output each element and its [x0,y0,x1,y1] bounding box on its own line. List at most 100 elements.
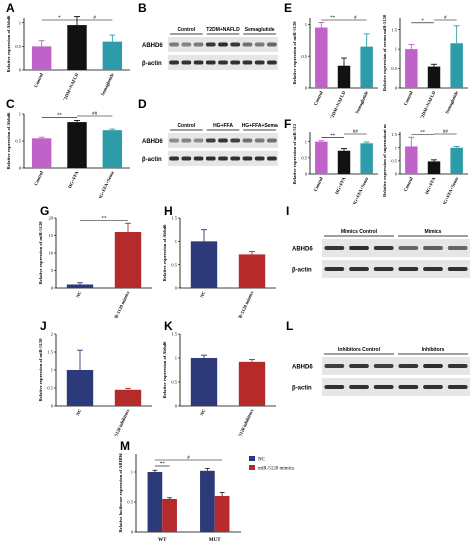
blot-row-label: ABHD6 [292,365,313,371]
y-tick-label: 0 [51,404,54,409]
blot-row-label: β-actin [142,61,162,67]
blot-band [447,267,468,271]
significance-mark: # [187,456,190,461]
significance-mark: * [421,19,424,24]
blot-band [398,385,419,389]
bar [214,496,230,532]
blot-group-label: Inhibitors Control [338,347,381,353]
blot-band [205,156,216,161]
y-axis-label: Relative expression of miR-5120 [292,21,297,85]
x-tick-label: WT [158,538,167,543]
y-tick-label: 10 [49,251,54,256]
chart-abhd6-cells: Relative expression of Abhd6 0 0.5 1 Control… [6,112,130,198]
panel-label-h: H [164,204,173,218]
x-tick-label: HG+FFA+Sema [97,170,115,198]
significance-mark: ** [57,114,63,119]
blot-row-label: ABHD6 [292,247,313,253]
blot-band [447,246,468,250]
blot-band [169,156,179,161]
blot-band [324,364,345,368]
y-tick-label: 15 [49,233,54,238]
y-tick-label: 1 [175,239,177,244]
y-tick-label: 1.5 [391,132,397,137]
y-tick-label: 20 [49,216,54,221]
blot-strip [322,260,470,278]
y-tick-label: 1.5 [171,216,177,221]
y-tick-label: 1.5 [47,350,53,355]
blot-band [218,42,228,47]
y-tick-label: 0 [305,86,308,91]
blot-group-label: Control [177,27,195,33]
blot-row-label: ABHD6 [142,43,163,49]
y-axis-label: Relative expression of miR-5120 [38,338,43,402]
panel-label-k: K [164,319,173,333]
blot-band [218,138,228,143]
bar [315,141,328,174]
bar [66,370,94,406]
blot-band [193,42,204,47]
y-tick-label: 1 [305,139,307,144]
blot-band [254,156,265,161]
blot-band [193,138,204,143]
bar [147,472,163,532]
blot-band [373,364,394,368]
significance-mark: ** [330,134,336,139]
x-tick-label: HG+FFA+Sema [351,176,369,204]
blot-strip [322,378,470,396]
blot-band [230,138,241,143]
blot-row-label: β-actin [292,268,312,274]
blot-band [349,246,369,250]
x-tick-label: Control [33,170,44,187]
y-axis-label: Relative expression of supernatant miR-5… [382,124,387,197]
blot-band [349,385,369,389]
y-tick-label: 0.5 [15,44,21,49]
significance-mark: ** [160,462,166,467]
bar [450,43,463,88]
x-tick-label: NC [75,290,82,298]
legend-label: NC [258,457,266,462]
panel-label-l: L [286,319,294,333]
x-tick-label: MUT [209,538,221,543]
x-tick-label: HG+FFA [67,170,80,189]
panel-label-a: A [6,1,15,15]
significance-mark: ** [102,216,108,221]
y-axis-label: Relative expression of Abhd6 [162,341,167,399]
blot-band [267,156,277,161]
y-tick-label: 0.5 [301,155,307,160]
bar [190,358,218,406]
blot-band [205,138,216,143]
bar [102,41,123,70]
blot-group-label: HG+FFA [213,123,233,129]
blot-band [423,267,443,271]
x-tick-label: Semaglutide [354,90,369,114]
bar [427,161,441,174]
x-tick-label: T2DM+NAFLD [419,90,437,118]
blot-band [230,60,241,65]
x-tick-label: HG+FFA+Sema [441,176,459,204]
blot-row-label: ABHD6 [142,139,163,145]
bar [114,232,142,288]
x-tick-label: NC [199,408,206,416]
y-tick-label: 0 [19,68,22,73]
chart-mir5120-cells: Relative expression of miR-5120 0 0.5 1 Cont… [292,124,378,204]
y-tick-label: 1 [19,20,21,25]
blot-group-label: Semaglutide [245,27,275,33]
panel-label-f: F [284,117,292,131]
blot-group-label: Control [177,123,195,129]
legend-label: miR-5120 mimics [258,466,294,471]
panel-label-m: M [120,439,130,453]
blot-band [398,267,419,271]
significance-mark: # [354,16,357,21]
blot-group-label: Inhibitors [422,347,445,353]
bar [66,284,94,288]
bar [360,46,373,88]
bar [200,470,215,532]
x-tick-label: Control [313,90,324,107]
significance-mark: # [444,16,447,21]
blot-band [169,42,179,47]
y-axis-label: Relative luciferase expression of ABHD6 [118,453,123,533]
western-blot-l: Inhibitors Control Inhibitors ABHD6 β-actin [292,347,470,396]
blot-band [267,60,277,65]
panel-label-i: I [286,204,290,218]
blot-strip [322,239,470,257]
